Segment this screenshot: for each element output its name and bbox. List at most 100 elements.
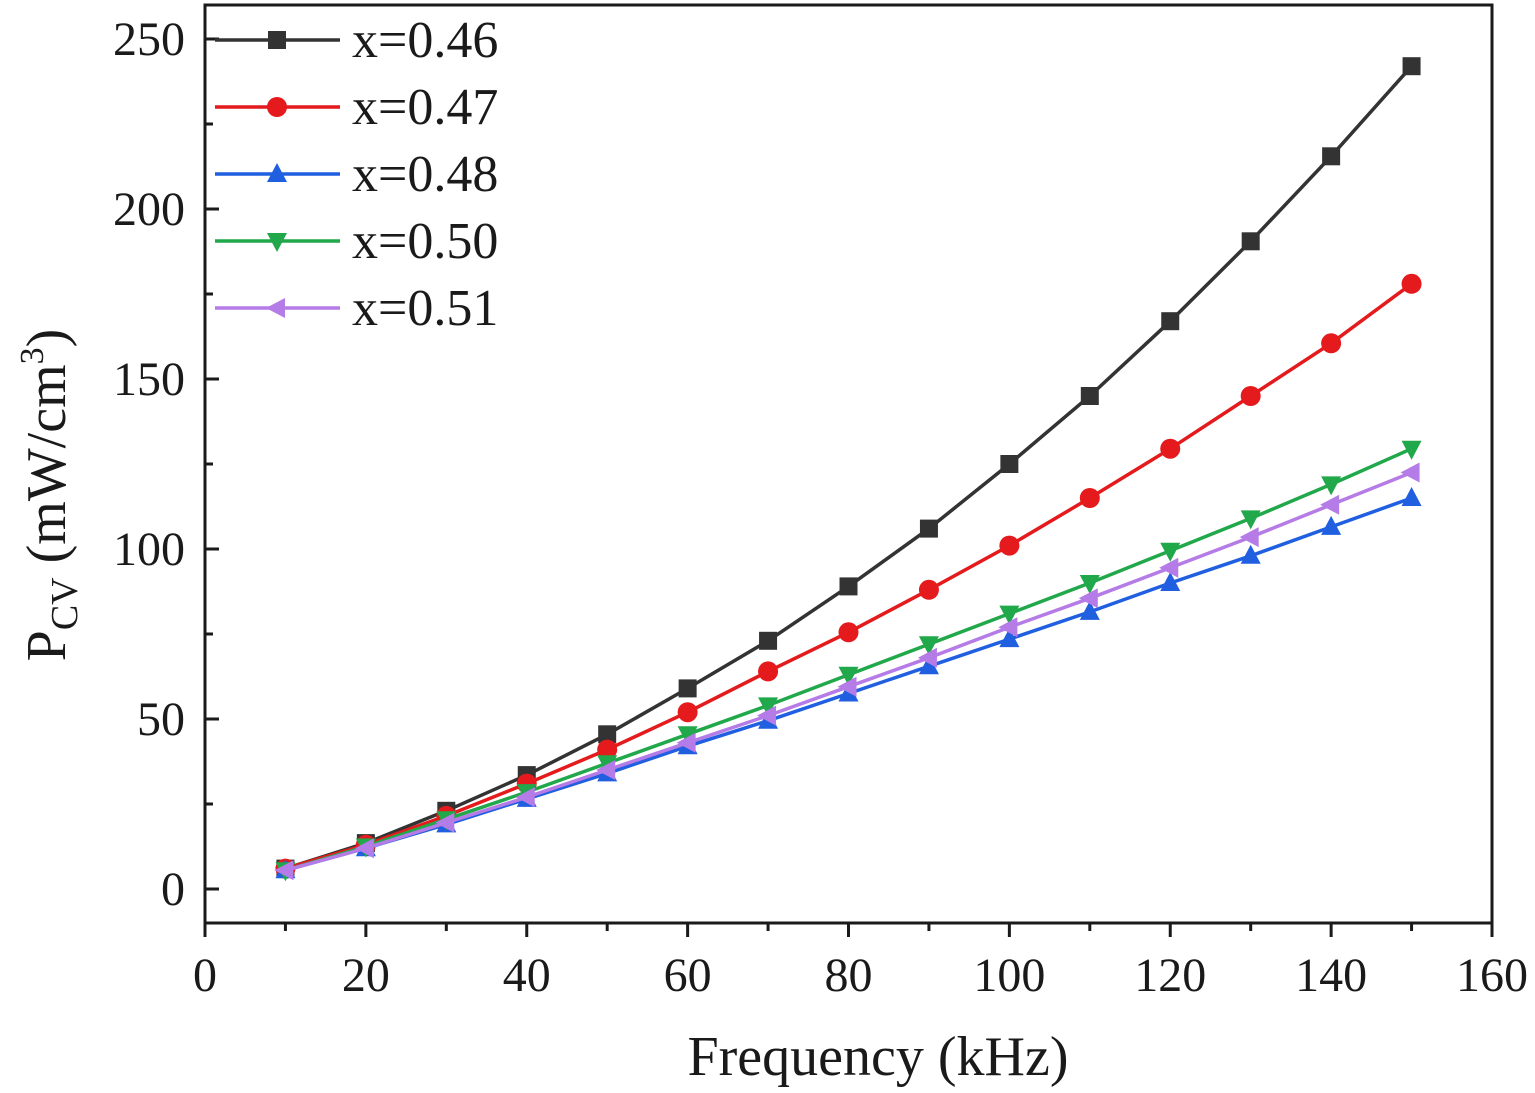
y-tick-label: 200 bbox=[113, 183, 185, 236]
y-axis-title-unit-prefix: (mW/cm bbox=[16, 364, 78, 577]
data-point bbox=[1401, 487, 1422, 506]
data-point bbox=[354, 838, 374, 859]
data-point bbox=[1160, 572, 1181, 591]
data-point bbox=[1080, 387, 1099, 405]
legend-item: x=0.51 bbox=[215, 280, 498, 337]
y-axis-title-superscript: 3 bbox=[14, 347, 51, 364]
data-point bbox=[1321, 333, 1342, 354]
x-tick-label: 160 bbox=[1456, 949, 1528, 1002]
data-point bbox=[1078, 588, 1098, 609]
data-point bbox=[1079, 600, 1100, 620]
data-point bbox=[678, 679, 697, 698]
data-point bbox=[1079, 575, 1100, 594]
x-tick-label: 0 bbox=[193, 949, 217, 1002]
data-point bbox=[999, 605, 1020, 625]
data-point bbox=[839, 577, 858, 596]
data-point bbox=[1321, 476, 1342, 496]
data-point bbox=[274, 860, 294, 881]
data-point bbox=[918, 579, 939, 600]
data-point bbox=[1401, 440, 1422, 460]
y-axis-title: PCV (mW/cm3) bbox=[14, 329, 86, 662]
data-point bbox=[1400, 462, 1420, 483]
data-point bbox=[1401, 273, 1422, 294]
data-point bbox=[1239, 527, 1259, 548]
legend: x=0.46 x=0.47 x=0.48 x=0.50 x=0.51 bbox=[215, 12, 498, 337]
data-point bbox=[759, 631, 778, 650]
x-tick-label: 120 bbox=[1134, 949, 1206, 1002]
legend-marker bbox=[266, 298, 285, 318]
data-point bbox=[1161, 312, 1180, 331]
legend-marker bbox=[267, 163, 287, 182]
y-tick-label: 100 bbox=[113, 523, 185, 576]
x-tick-label: 60 bbox=[664, 949, 712, 1002]
data-point bbox=[758, 661, 779, 682]
data-point bbox=[1322, 147, 1341, 166]
y-axis-title-main: P bbox=[16, 630, 78, 661]
data-point bbox=[1000, 455, 1019, 473]
data-point bbox=[677, 726, 698, 746]
x-axis-title: Frequency (kHz) bbox=[688, 1026, 1069, 1088]
legend-label: x=0.46 bbox=[352, 12, 498, 69]
data-point bbox=[676, 732, 696, 753]
data-point bbox=[838, 622, 859, 643]
legend-item: x=0.47 bbox=[215, 79, 498, 136]
data-point bbox=[999, 535, 1020, 556]
series-x=0.50 bbox=[275, 440, 1422, 882]
data-point bbox=[1241, 232, 1260, 251]
y-tick-label: 0 bbox=[161, 863, 185, 916]
data-point bbox=[1402, 57, 1421, 76]
data-point bbox=[758, 697, 779, 717]
data-point bbox=[1160, 542, 1181, 562]
data-point bbox=[919, 519, 938, 538]
data-point bbox=[1159, 557, 1179, 578]
y-tick-label: 50 bbox=[137, 693, 185, 746]
legend-marker bbox=[267, 97, 287, 117]
data-point bbox=[1240, 386, 1261, 406]
x-tick-label: 140 bbox=[1295, 949, 1367, 1002]
data-point bbox=[757, 705, 777, 726]
x-tick-label: 80 bbox=[825, 949, 873, 1002]
y-tick-label: 150 bbox=[113, 353, 185, 406]
legend-marker bbox=[268, 31, 286, 49]
data-point bbox=[435, 812, 455, 833]
plot-frame bbox=[203, 3, 1494, 925]
data-point bbox=[677, 702, 698, 723]
series-line bbox=[284, 282, 1413, 871]
y-tick-label: 250 bbox=[113, 13, 185, 66]
legend-item: x=0.48 bbox=[215, 146, 498, 203]
data-point bbox=[917, 647, 937, 668]
data-point bbox=[1079, 488, 1100, 508]
y-axis: 0 50 100 150 200 250 bbox=[113, 13, 219, 916]
data-point bbox=[1321, 515, 1342, 535]
y-axis-title-subscript: CV bbox=[44, 577, 86, 630]
data-point bbox=[1240, 510, 1261, 530]
data-point bbox=[597, 739, 618, 760]
data-point bbox=[1160, 438, 1181, 459]
legend-label: x=0.51 bbox=[352, 280, 498, 337]
data-point bbox=[515, 787, 535, 808]
data-point bbox=[918, 636, 939, 656]
x-tick-label: 20 bbox=[342, 949, 390, 1002]
legend-label: x=0.47 bbox=[352, 79, 498, 136]
data-point bbox=[999, 628, 1020, 648]
x-tick-label: 100 bbox=[973, 949, 1045, 1002]
data-point bbox=[837, 676, 857, 697]
legend-label: x=0.48 bbox=[352, 146, 498, 203]
legend-item: x=0.46 bbox=[215, 12, 498, 69]
legend-item: x=0.50 bbox=[215, 213, 498, 270]
x-axis: 0 20 40 60 80 100 120 140 160 bbox=[193, 923, 1528, 1002]
data-point bbox=[1320, 494, 1340, 515]
data-point bbox=[998, 617, 1018, 638]
legend-label: x=0.50 bbox=[352, 213, 498, 270]
data-point bbox=[596, 760, 616, 780]
series-x=0.47 bbox=[275, 273, 1422, 879]
y-axis-title-unit-suffix: ) bbox=[16, 329, 78, 348]
data-point bbox=[1240, 544, 1261, 564]
series-layer bbox=[274, 57, 1422, 882]
legend-marker bbox=[267, 233, 287, 252]
x-tick-label: 40 bbox=[503, 949, 551, 1002]
data-point bbox=[918, 655, 939, 675]
data-point bbox=[598, 725, 617, 744]
data-point bbox=[838, 666, 859, 686]
